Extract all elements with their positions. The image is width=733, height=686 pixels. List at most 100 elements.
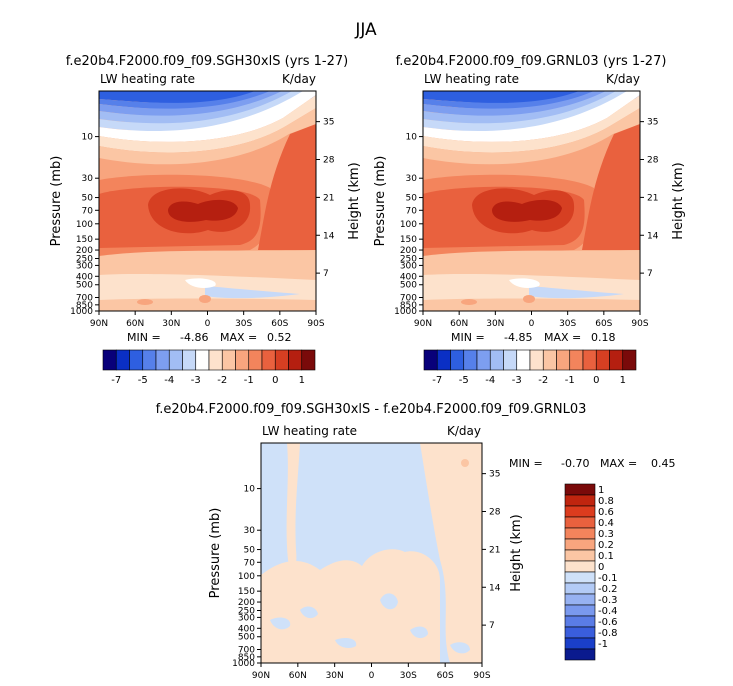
colorbar-tick-label: -1 [244, 375, 254, 386]
colorbar-swatch [564, 505, 596, 518]
y-axis-label-left: Pressure (mb) [373, 156, 388, 247]
x-tick-label: 90S [473, 671, 490, 681]
colorbar-swatch [155, 349, 170, 371]
colorbar-swatch [564, 582, 596, 595]
stats: MIN = -4.86 MAX = 0.52 [127, 331, 292, 344]
colorbar-tick-label: -0.3 [598, 595, 618, 606]
panel-1: f.e20b4.F2000.f09_f09.SGH30xlS (yrs 1-27… [49, 54, 362, 344]
colorbar-swatch [436, 349, 451, 371]
x-tick-label: 30N [326, 671, 344, 681]
stats: MIN = -4.85 MAX = 0.18 [451, 331, 616, 344]
colorbar-swatch [248, 349, 263, 371]
colorbar-swatch [288, 349, 303, 371]
y-axis-label-left: Pressure (mb) [208, 508, 223, 599]
units-label: K/day [447, 424, 481, 438]
panel-title: f.e20b4.F2000.f09_f09.GRNL03 (yrs 1-27) [396, 54, 667, 69]
y-tick-label-left: 150 [76, 235, 93, 245]
colorbar-swatch [569, 349, 584, 371]
x-tick-label: 60N [289, 671, 307, 681]
page-title: JJA [354, 20, 377, 40]
y-tick-label-left: 30 [244, 526, 256, 536]
y-tick-label-left: 150 [400, 235, 417, 245]
panel-3: f.e20b4.F2000.f09_f09.SGH30xlS - f.e20b4… [156, 402, 676, 664]
colorbar-tick-label: -3 [512, 375, 522, 386]
colorbar-swatch [221, 349, 236, 371]
max-label: MAX = [600, 457, 637, 470]
y-tick-label-left: 400 [400, 272, 417, 282]
heatmap-field [99, 91, 316, 311]
colorbar-tick-label: 0 [598, 562, 604, 573]
x-tick-label: 90S [631, 319, 648, 329]
max-label: MAX = [220, 331, 257, 344]
colorbar-tick-label: -0.8 [598, 628, 618, 639]
colorbar-swatch [182, 349, 197, 371]
y-tick-label-left: 10 [82, 133, 94, 143]
y-tick-label-left: 250 [400, 254, 417, 264]
colorbar-tick-label: 0.8 [598, 496, 614, 507]
heatmap-field [423, 91, 640, 311]
x-tick-label: 30S [400, 671, 417, 681]
colorbar-swatch [102, 349, 117, 371]
min-label: MIN = [451, 331, 485, 344]
colorbar-swatch [556, 349, 571, 371]
colorbar-tick-label: 0.4 [598, 518, 614, 529]
x-tick-label: 0 [529, 319, 535, 329]
colorbar-tick-label: -1 [598, 639, 608, 650]
units-label: K/day [606, 72, 640, 86]
max-value: 0.18 [591, 331, 616, 344]
colorbar-tick-label: -0.1 [598, 573, 618, 584]
colorbar-swatch [564, 604, 596, 617]
y-tick-label-right: 21 [323, 193, 334, 203]
colorbar-swatch [564, 648, 596, 661]
y-tick-label-right: 21 [489, 545, 500, 555]
y-tick-label-left: 150 [238, 587, 255, 597]
y-tick-label-left: 250 [238, 606, 255, 616]
colorbar-tick-label: -0.4 [598, 606, 618, 617]
min-value: -4.86 [180, 331, 208, 344]
y-tick-label-left: 300 [76, 261, 93, 271]
colorbar-swatch [301, 349, 316, 371]
y-tick-label-right: 14 [647, 231, 659, 241]
colorbar-swatch [423, 349, 438, 371]
colorbar-swatch [195, 349, 210, 371]
colorbar-swatch [516, 349, 531, 371]
colorbar-swatch [564, 593, 596, 606]
y-tick-label-left: 850 [400, 301, 417, 311]
colorbar-swatch [609, 349, 624, 371]
y-tick-label-left: 10 [406, 133, 418, 143]
y-tick-label-left: 850 [76, 301, 93, 311]
x-tick-label: 30N [162, 319, 180, 329]
colorbar-tick-label: 0 [272, 375, 278, 386]
y-tick-label-left: 500 [76, 281, 93, 291]
y-tick-label-left: 850 [238, 653, 255, 663]
colorbar-swatch [564, 483, 596, 496]
colorbar-swatch [564, 615, 596, 628]
x-tick-label: 0 [205, 319, 211, 329]
y-tick-label-left: 300 [400, 261, 417, 271]
x-tick-label: 60S [437, 671, 454, 681]
colorbar-tick-label: 0.6 [598, 507, 614, 518]
colorbar-swatch [208, 349, 223, 371]
y-tick-label-right: 7 [489, 621, 495, 631]
max-value: 0.45 [651, 457, 676, 470]
y-axis-label-right: Height (km) [347, 162, 362, 239]
y-tick-label-left: 200 [238, 598, 255, 608]
y-tick-label-left: 100 [238, 572, 255, 582]
colorbar-swatch [463, 349, 478, 371]
x-tick-label: 60N [126, 319, 144, 329]
colorbar-swatch [564, 637, 596, 650]
colorbar-swatch [274, 349, 289, 371]
y-tick-label-left: 1000 [232, 659, 255, 669]
y-tick-label-left: 50 [82, 194, 94, 204]
colorbar-swatch [564, 494, 596, 507]
y-tick-label-left: 500 [238, 633, 255, 643]
colorbar-swatch [564, 571, 596, 584]
y-tick-label-left: 250 [76, 254, 93, 264]
colorbar-swatch [489, 349, 504, 371]
y-axis-label-left: Pressure (mb) [49, 156, 64, 247]
y-tick-label-left: 500 [400, 281, 417, 291]
y-tick-label-right: 28 [647, 156, 659, 166]
colorbar-tick-label: -5 [138, 375, 148, 386]
min-value: -0.70 [561, 457, 589, 470]
x-tick-label: 90S [307, 319, 324, 329]
